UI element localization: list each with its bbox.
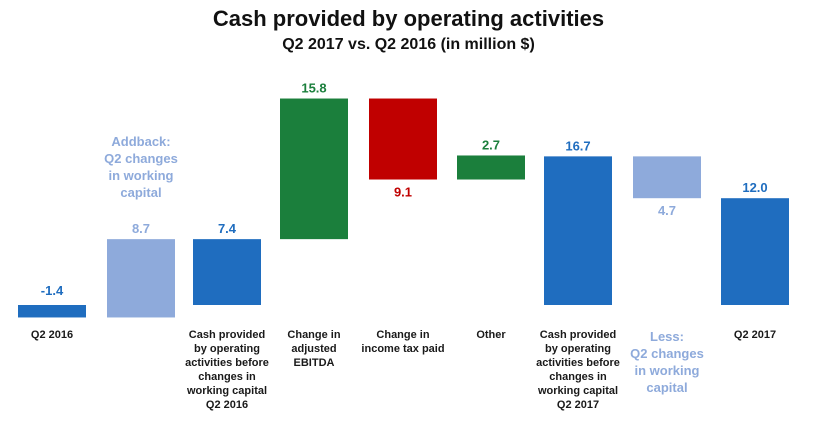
category-label-line: in working xyxy=(634,363,700,378)
addback-annotation: Addback: Q2 changes in working capital xyxy=(91,133,191,201)
bar-2 xyxy=(193,239,261,305)
category-label-line: Other xyxy=(476,329,506,341)
category-label-c3: Change in adjusted EBITDA xyxy=(269,328,359,370)
category-label-c6: Cash provided by operating activities befo… xyxy=(528,328,628,412)
data-label-1: 8.7 xyxy=(132,221,150,236)
bar-4 xyxy=(369,98,437,180)
category-label-line: Cash provided xyxy=(188,329,266,341)
category-label-line: income tax paid xyxy=(361,343,445,355)
bar-8 xyxy=(721,198,789,305)
category-label-line: changes in xyxy=(549,371,607,383)
category-label-c0: Q2 2016 xyxy=(7,328,97,342)
addback-annotation-line: capital xyxy=(120,185,162,200)
chart-title: Cash provided by operating activities xyxy=(212,6,605,31)
addback-annotation-line: in working xyxy=(108,168,174,183)
category-label-c2: Cash provided by operating activities befo… xyxy=(177,328,277,412)
category-label-line: working capital xyxy=(537,385,619,397)
category-label-line: Q2 2017 xyxy=(733,329,777,341)
category-label-line: by operating xyxy=(193,343,260,355)
addback-annotation-line: Q2 changes xyxy=(104,151,178,166)
bar-1 xyxy=(107,239,175,318)
category-label-line: changes in xyxy=(198,371,256,383)
category-label-c4: Change in income tax paid xyxy=(353,328,453,356)
category-label-c8: Q2 2017 xyxy=(715,328,795,342)
category-label-line: Q2 changes xyxy=(630,346,704,361)
data-label-4: 9.1 xyxy=(394,185,412,200)
category-label-line: by operating xyxy=(544,343,611,355)
bar-3 xyxy=(280,98,348,240)
category-label-line: Q2 2016 xyxy=(205,399,249,411)
category-label-line: activities before xyxy=(536,357,620,369)
bar-0 xyxy=(18,305,86,318)
bar-6 xyxy=(544,156,612,305)
bar-7 xyxy=(633,156,701,199)
category-label-line: Cash provided xyxy=(539,329,617,341)
bar-5 xyxy=(457,155,525,180)
addback-annotation-line: Addback: xyxy=(111,134,171,149)
category-label-line: Change in xyxy=(287,329,341,341)
category-label-line: activities before xyxy=(185,357,269,369)
category-label-line: Change in xyxy=(376,329,430,341)
category-label-line: Less: xyxy=(650,329,684,344)
category-label-line: working capital xyxy=(186,385,268,397)
category-label-line: Q2 2016 xyxy=(30,329,74,341)
category-label-line: Q2 2017 xyxy=(556,399,600,411)
category-label-c7: Less: Q2 changes in working capital xyxy=(622,328,712,396)
category-label-line: capital xyxy=(646,380,688,395)
data-label-5: 2.7 xyxy=(482,137,500,152)
category-label-line: adjusted xyxy=(291,343,337,355)
data-label-6: 16.7 xyxy=(565,138,590,153)
category-label-c5: Other xyxy=(451,328,531,342)
data-label-3: 15.8 xyxy=(301,81,326,96)
data-label-0: -1.4 xyxy=(41,283,64,298)
data-label-7: 4.7 xyxy=(658,203,676,218)
category-label-line: EBITDA xyxy=(293,357,335,369)
data-label-8: 12.0 xyxy=(742,180,767,195)
data-label-2: 7.4 xyxy=(218,221,237,236)
chart-subtitle: Q2 2017 vs. Q2 2016 (in million $) xyxy=(282,36,535,53)
